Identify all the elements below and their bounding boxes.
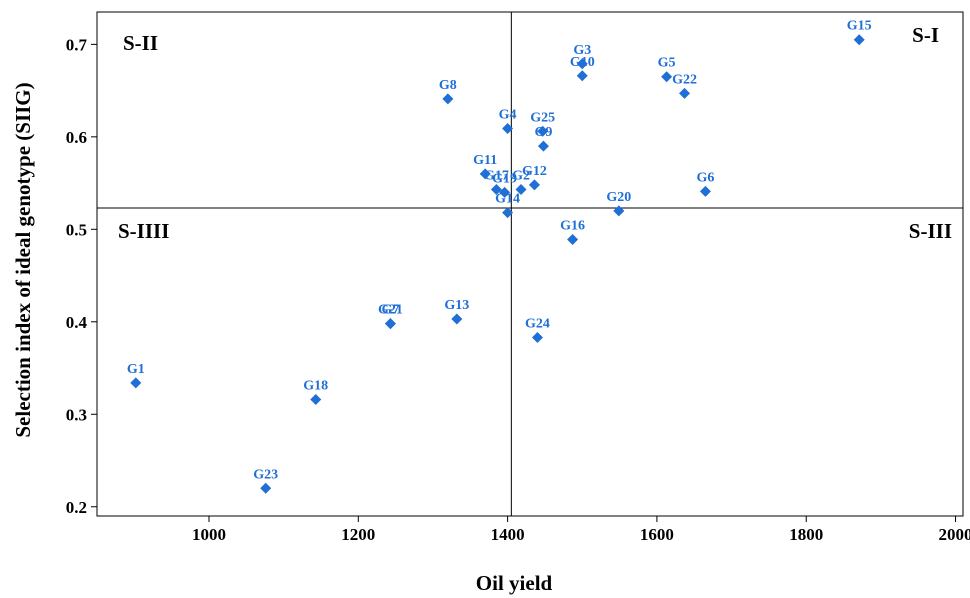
x-axis-title: Oil yield bbox=[476, 571, 553, 595]
point-label-g18: G18 bbox=[303, 378, 328, 393]
point-g4 bbox=[502, 123, 514, 135]
point-label-g5: G5 bbox=[658, 56, 676, 71]
point-label-g9: G9 bbox=[534, 125, 552, 140]
point-label-g19: G19 bbox=[492, 171, 517, 186]
x-tick-label: 1200 bbox=[341, 525, 375, 544]
y-tick-label: 0.2 bbox=[66, 498, 87, 517]
point-g22 bbox=[679, 87, 691, 99]
point-label-g6: G6 bbox=[696, 170, 714, 185]
point-label-g24: G24 bbox=[525, 317, 550, 332]
point-label-g17: G17 bbox=[484, 169, 509, 184]
quadrant-label-bottom-left: S-IIII bbox=[118, 219, 169, 243]
y-tick-label: 0.5 bbox=[66, 220, 87, 239]
x-tick-label: 1400 bbox=[491, 525, 525, 544]
point-g10 bbox=[576, 70, 588, 82]
point-g8 bbox=[442, 93, 454, 105]
point-label-g11: G11 bbox=[473, 153, 497, 168]
point-label-g13: G13 bbox=[444, 298, 469, 313]
point-label-g16: G16 bbox=[560, 218, 585, 233]
point-g9 bbox=[537, 140, 549, 152]
point-g24 bbox=[531, 332, 543, 344]
point-label-g12: G12 bbox=[522, 164, 547, 179]
point-label-g8: G8 bbox=[439, 78, 457, 93]
plot-frame bbox=[96, 11, 964, 517]
point-label-g3: G3 bbox=[573, 43, 591, 58]
point-label-g14: G14 bbox=[495, 192, 520, 207]
x-tick-label: 2000 bbox=[939, 525, 970, 544]
point-label-g25: G25 bbox=[530, 110, 555, 125]
quadrant-label-bottom-right: S-III bbox=[909, 219, 952, 243]
quadrant-label-top-left: S-II bbox=[123, 31, 158, 55]
point-label-g7: G7 bbox=[381, 303, 399, 318]
point-g19 bbox=[499, 186, 511, 198]
point-g11 bbox=[479, 168, 491, 180]
point-g16 bbox=[567, 233, 579, 245]
point-label-g20: G20 bbox=[606, 190, 631, 205]
point-g18 bbox=[310, 393, 322, 405]
x-axis: 1000 1200 1400 1600 1800 2000 bbox=[192, 516, 970, 544]
y-tick-label: 0.6 bbox=[66, 128, 87, 147]
point-label-g2: G2 bbox=[512, 169, 530, 184]
point-g15 bbox=[853, 34, 865, 46]
point-g3 bbox=[576, 58, 588, 70]
quadrant-label-top-right: S-I bbox=[912, 23, 939, 47]
point-label-g15: G15 bbox=[847, 19, 872, 34]
point-g21 bbox=[384, 318, 396, 330]
point-g1 bbox=[130, 377, 142, 389]
y-tick-label: 0.4 bbox=[66, 313, 88, 332]
point-g5 bbox=[661, 71, 673, 83]
y-tick-label: 0.7 bbox=[66, 35, 88, 54]
point-g13 bbox=[451, 313, 463, 325]
y-tick-label: 0.3 bbox=[66, 405, 87, 424]
point-g6 bbox=[699, 185, 711, 197]
point-g2 bbox=[515, 184, 527, 196]
point-label-g21: G21 bbox=[378, 303, 403, 318]
x-tick-label: 1800 bbox=[789, 525, 823, 544]
point-label-g4: G4 bbox=[499, 108, 517, 123]
point-g14 bbox=[502, 207, 514, 219]
x-tick-label: 1600 bbox=[640, 525, 674, 544]
x-tick-label: 1000 bbox=[192, 525, 226, 544]
point-g20 bbox=[613, 205, 625, 217]
y-axis-title: Selection index of ideal genotype (SIIG) bbox=[11, 82, 35, 437]
point-label-g1: G1 bbox=[127, 362, 145, 377]
data-points bbox=[130, 34, 865, 494]
point-label-g10: G10 bbox=[570, 55, 595, 70]
point-g25 bbox=[537, 125, 549, 137]
point-g12 bbox=[528, 179, 540, 191]
point-label-g22: G22 bbox=[672, 72, 697, 87]
point-g23 bbox=[260, 482, 272, 494]
point-label-g23: G23 bbox=[253, 467, 278, 482]
y-axis: 0.2 0.3 0.4 0.5 0.6 0.7 bbox=[66, 35, 97, 517]
